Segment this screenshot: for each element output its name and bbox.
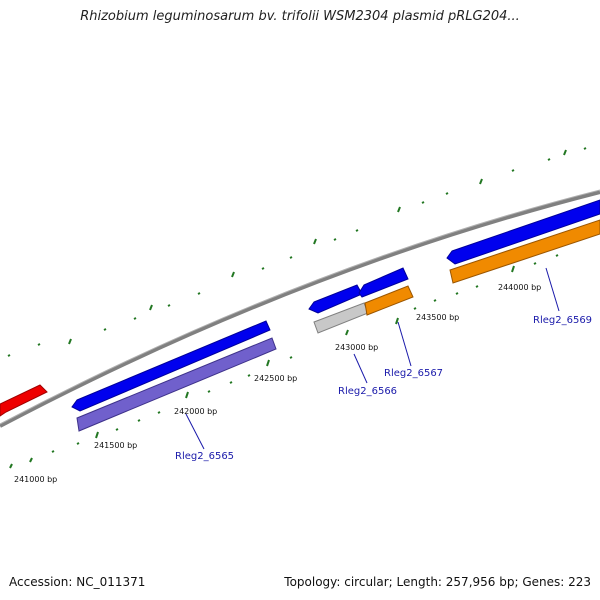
outer-tick-track xyxy=(7,147,587,357)
map-title: Rhizobium leguminosarum bv. trifolii WSM… xyxy=(80,9,520,24)
gene-arrow-red[interactable] xyxy=(0,384,48,417)
tick-label: 243500 bp xyxy=(416,313,459,322)
bp-labels: 241000 bp 241500 bp 242000 bp 242500 bp … xyxy=(14,283,541,484)
gene-label-rleg2-6566[interactable]: Rleg2_6566 xyxy=(338,386,397,397)
gene-labels: Rleg2_6565 Rleg2_6566 Rleg2_6567 Rleg2_6… xyxy=(175,315,592,462)
gene-arrow-blue-3[interactable] xyxy=(358,267,409,298)
tick-label: 243000 bp xyxy=(335,343,378,352)
inner-tick-track xyxy=(9,254,559,469)
tick-label: 241500 bp xyxy=(94,441,137,450)
plasmid-backbone xyxy=(0,190,600,428)
gene-leaders xyxy=(185,267,560,450)
tick-label: 241000 bp xyxy=(14,475,57,484)
accession-text: Accession: NC_011371 xyxy=(9,575,146,589)
forward-strand xyxy=(0,199,600,417)
gene-label-rleg2-6567[interactable]: Rleg2_6567 xyxy=(384,368,443,379)
gene-arrow-blue-1[interactable] xyxy=(71,320,271,412)
gene-bar-purple[interactable] xyxy=(76,337,277,432)
tick-label: 242500 bp xyxy=(254,374,297,383)
tick-label: 242000 bp xyxy=(174,407,217,416)
gene-arrow-blue-4[interactable] xyxy=(446,199,600,265)
tick-label: 244000 bp xyxy=(498,283,541,292)
gene-arrow-blue-2[interactable] xyxy=(308,284,363,314)
gene-label-rleg2-6565[interactable]: Rleg2_6565 xyxy=(175,451,234,462)
gene-bar-orange-1[interactable] xyxy=(364,285,414,316)
gene-label-rleg2-6569[interactable]: Rleg2_6569 xyxy=(533,315,592,326)
reverse-strand xyxy=(76,219,600,432)
summary-text: Topology: circular; Length: 257,956 bp; … xyxy=(284,575,591,589)
gene-bar-orange-2[interactable] xyxy=(449,219,600,284)
